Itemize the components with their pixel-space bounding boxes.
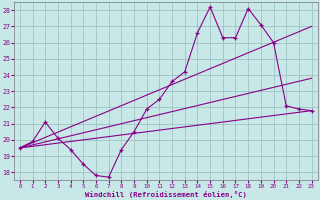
X-axis label: Windchill (Refroidissement éolien,°C): Windchill (Refroidissement éolien,°C) (85, 191, 247, 198)
